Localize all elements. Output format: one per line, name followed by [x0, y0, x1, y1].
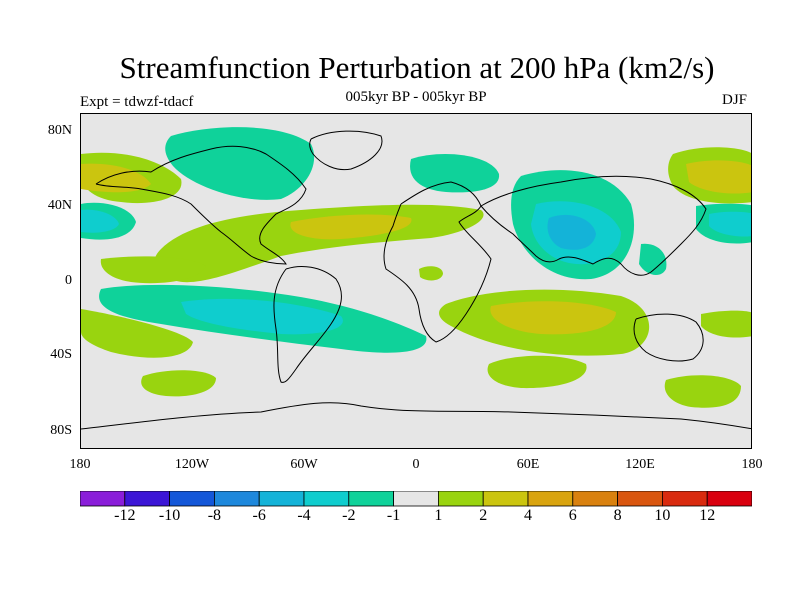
lon-label-180e: 180 [741, 457, 763, 472]
lat-label-0: 0 [65, 273, 72, 288]
colorbar-swatch-5 [303, 491, 350, 507]
coast-north-america [95, 145, 307, 265]
colorbar-swatch-3 [213, 491, 260, 507]
positive-4-regions [81, 160, 751, 335]
colorbar-label: 4 [524, 507, 532, 524]
coast-australia [633, 313, 704, 362]
negative-6-regions [547, 214, 596, 250]
neg-japan [639, 243, 667, 276]
pos-south-pacific-west [81, 309, 193, 358]
colorbar-swatch-7 [393, 491, 439, 507]
lat-label-40s: 40S [50, 347, 72, 362]
neg6-asia [547, 214, 596, 250]
colorbar-swatch-9 [482, 491, 529, 507]
figure-subtitle: 005kyr BP - 005kyr BP [345, 89, 487, 105]
lon-label-180w: 180 [69, 457, 91, 472]
colorbar-swatch-2 [169, 491, 215, 507]
colorbar-label: -10 [158, 507, 181, 524]
colorbar-swatch-12 [617, 491, 663, 507]
pos-southern-3 [141, 370, 216, 397]
colorbar-swatch-6 [348, 491, 394, 507]
colorbar-label: 6 [568, 507, 577, 524]
pos4-npac-west [81, 163, 151, 193]
colorbar-label: -4 [297, 507, 311, 524]
positive-anomaly-regions [81, 147, 751, 408]
map-svg [81, 127, 751, 430]
pos4-indian [490, 301, 616, 335]
coast-asia [480, 175, 707, 276]
pos-east-pacific [100, 256, 206, 284]
map-panel [80, 113, 752, 449]
figure-title: Streamfunction Perturbation at 200 hPa (… [119, 50, 715, 85]
season-label: DJF [722, 92, 748, 108]
neg4-pacific [81, 209, 119, 233]
coast-south-america [273, 266, 342, 383]
colorbar-swatch-1 [124, 491, 170, 507]
lon-label-120w: 120W [174, 457, 210, 472]
experiment-label: Expt = tdwzf-tdacf [80, 94, 194, 110]
lat-label-80n: 80N [47, 123, 72, 138]
pos-south-pacific-east [701, 310, 751, 338]
pos-southern-2 [664, 375, 741, 408]
colorbar-label: 12 [699, 507, 716, 524]
coastlines [81, 130, 751, 430]
neg-north-america [165, 127, 315, 200]
coast-greenland [309, 130, 383, 171]
colorbar-label: 2 [479, 507, 488, 524]
colorbar-swatch-10 [527, 491, 574, 507]
colorbar-swatch-13 [662, 491, 708, 507]
lon-label-60e: 60E [516, 457, 540, 472]
colorbar-label: -1 [386, 507, 401, 524]
pos4-atlantic [290, 214, 412, 240]
coast-europe-africa [383, 181, 492, 343]
colorbar-label: -2 [342, 507, 356, 524]
colorbar-swatch-4 [258, 491, 305, 507]
lon-label-60w: 60W [290, 457, 318, 472]
colorbar-swatch-0 [80, 491, 126, 507]
neg4-wpac [709, 211, 751, 237]
colorbar-swatch-14 [706, 491, 752, 507]
pos4-npac-east [686, 160, 751, 194]
colorbar [80, 491, 752, 507]
colorbar-swatch-11 [572, 491, 618, 507]
lat-label-40n: 40N [47, 198, 72, 213]
colorbar-label: -12 [114, 507, 136, 524]
pos-southern-1 [487, 355, 587, 389]
lon-label-120e: 120E [625, 457, 655, 472]
colorbar-swatch-8 [437, 491, 484, 507]
neg-north-europe [410, 154, 500, 193]
coast-antarctica [81, 402, 751, 430]
lat-label-80s: 80S [50, 423, 72, 438]
colorbar-label: -8 [207, 507, 222, 524]
pos-small-africa [419, 266, 443, 281]
neg4-south-america [181, 298, 343, 335]
colorbar-label: 8 [613, 507, 622, 524]
colorbar-label: -6 [252, 507, 266, 524]
lon-label-0: 0 [412, 457, 420, 472]
colorbar-label: 10 [654, 507, 671, 524]
colorbar-label: 1 [434, 507, 443, 524]
